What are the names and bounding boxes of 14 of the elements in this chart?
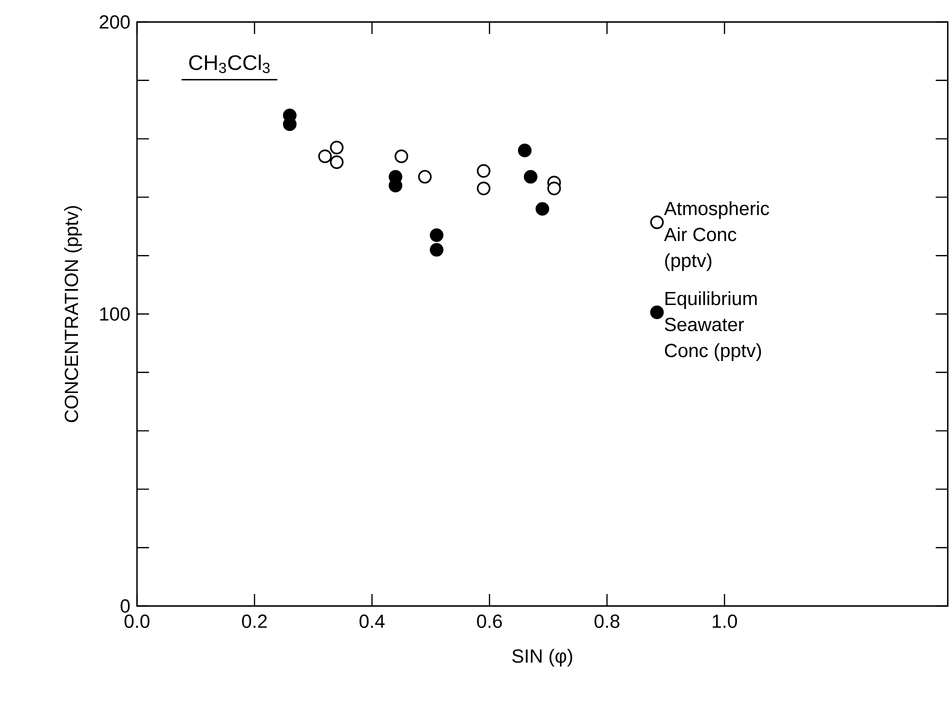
legend-label: Equilibrium Seawater Conc (pptv) — [664, 291, 761, 361]
y-tick-label: 0 — [120, 599, 130, 613]
x-axis-title: SIN (φ) — [512, 648, 572, 667]
x-tick-label: 0.6 — [477, 614, 502, 628]
text: CH$_{3}$CCl$_{3}$ — [189, 54, 270, 74]
x-tick-label: 0.4 — [360, 614, 385, 628]
legend-label: Atmospheric Air Conc (pptv) — [664, 201, 770, 271]
y-axis-title: CONCENTRATION (pptv) — [64, 206, 82, 422]
y-tick-label: 200 — [100, 15, 130, 29]
x-tick-label: 0.8 — [594, 614, 620, 628]
x-tick-label: 0.2 — [242, 614, 267, 628]
x-tick-label: 0.0 — [124, 614, 150, 628]
x-tick-label: 1.0 — [712, 614, 737, 628]
y-tick-label: 100 — [100, 307, 130, 321]
